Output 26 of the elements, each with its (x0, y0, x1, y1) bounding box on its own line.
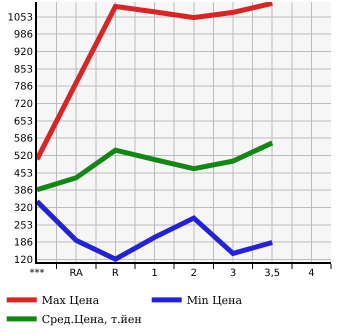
y-tick-label: 986 (14, 30, 33, 41)
x-tick-label: RA (70, 268, 84, 279)
y-tick-label: 786 (14, 82, 33, 93)
legend-label: Min Цена (186, 294, 242, 308)
y-tick-label: 720 (14, 98, 33, 110)
x-tick-label: *** (30, 268, 44, 279)
y-tick-label: 320 (14, 202, 33, 214)
y-tick-label: 1053 (8, 12, 33, 24)
y-tick-label: 386 (14, 186, 33, 197)
y-tick-label: 853 (14, 64, 33, 76)
y-tick-label: 920 (14, 46, 33, 58)
y-tick-label: 520 (14, 150, 33, 162)
legend-label: Max Цена (42, 294, 100, 308)
y-tick-label: 453 (14, 168, 33, 180)
legend-label: Сред.Цена, т.йен (42, 313, 142, 326)
y-tick-label: 253 (14, 220, 33, 232)
y-tick-label: 586 (14, 134, 33, 145)
x-tick-label: 2 (190, 268, 197, 279)
y-tick-label: 653 (14, 116, 33, 128)
y-tick-label: 186 (14, 238, 33, 249)
y-tick-label: 120 (14, 254, 33, 266)
x-tick-label: 3,5 (264, 268, 280, 279)
x-tick-label: 1 (151, 268, 158, 279)
x-tick-label: R (112, 268, 119, 279)
x-tick-label: 3 (230, 268, 236, 279)
x-tick-label: 4 (308, 268, 315, 279)
